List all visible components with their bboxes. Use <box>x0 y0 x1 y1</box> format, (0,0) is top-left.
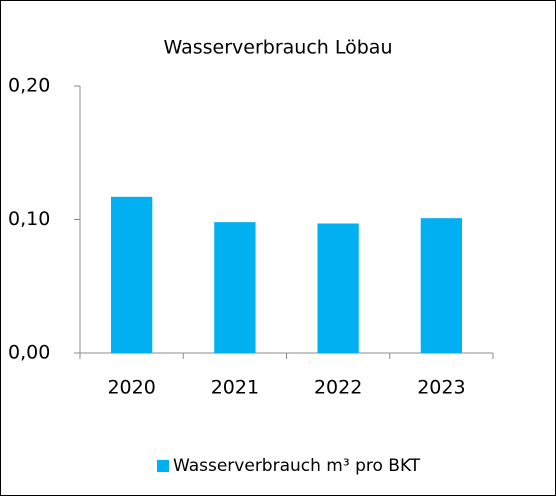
x-tick-label: 2020 <box>107 377 155 399</box>
bar <box>317 223 359 353</box>
x-tick-label: 2021 <box>211 377 259 399</box>
y-tick-label: 0,10 <box>8 208 50 230</box>
legend-swatch <box>157 460 169 472</box>
chart-title: Wasserverbrauch Löbau <box>164 37 393 59</box>
y-tick-label: 0,20 <box>8 75 50 97</box>
x-tick-label: 2023 <box>417 377 465 399</box>
bar <box>420 218 463 353</box>
y-tick-label: 0,00 <box>8 342 50 364</box>
x-tick-label: 2022 <box>314 377 362 399</box>
bar <box>214 222 256 353</box>
bar <box>110 196 153 353</box>
legend-label: Wasserverbrauch m³ pro BKT <box>173 456 421 476</box>
